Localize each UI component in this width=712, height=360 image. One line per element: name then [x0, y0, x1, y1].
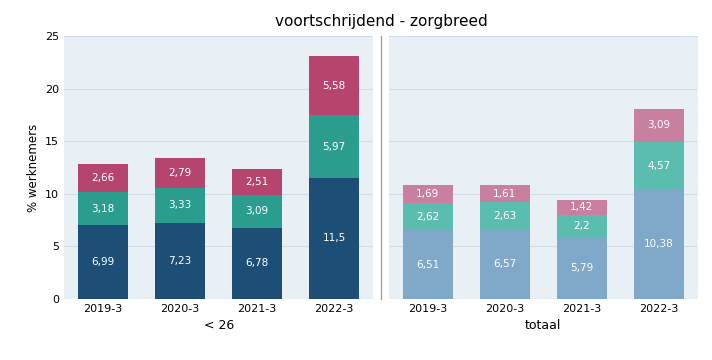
Bar [403, 203, 453, 230]
Text: 2,63: 2,63 [493, 211, 516, 221]
Bar [403, 185, 453, 203]
Text: 5,97: 5,97 [323, 141, 346, 152]
X-axis label: totaal: totaal [525, 319, 561, 332]
Text: 2,2: 2,2 [573, 221, 590, 231]
Text: 1,61: 1,61 [493, 189, 516, 199]
Bar [634, 190, 684, 299]
Bar [403, 230, 453, 299]
Text: 3,33: 3,33 [169, 200, 192, 210]
Text: 5,58: 5,58 [323, 81, 346, 91]
Text: 3,09: 3,09 [647, 120, 670, 130]
Text: 10,38: 10,38 [644, 239, 674, 249]
Bar [557, 238, 607, 299]
Bar [78, 225, 128, 299]
Text: 3,18: 3,18 [92, 204, 115, 213]
Text: 3,09: 3,09 [246, 206, 268, 216]
Bar [309, 115, 359, 178]
Bar [480, 202, 530, 230]
Text: 6,51: 6,51 [416, 260, 439, 270]
Bar [634, 141, 684, 190]
Bar [155, 188, 205, 223]
Bar [480, 185, 530, 202]
Y-axis label: % werknemers: % werknemers [26, 123, 40, 212]
Text: 6,99: 6,99 [92, 257, 115, 267]
Bar [480, 230, 530, 299]
Text: 1,42: 1,42 [570, 202, 593, 212]
Bar [557, 200, 607, 215]
Bar [634, 109, 684, 141]
Bar [557, 215, 607, 238]
Text: 6,78: 6,78 [246, 258, 268, 268]
Text: 6,57: 6,57 [493, 259, 516, 269]
Bar [309, 57, 359, 115]
Bar [232, 228, 282, 299]
Bar [78, 192, 128, 225]
Bar [155, 223, 205, 299]
Text: 4,57: 4,57 [647, 161, 670, 171]
Bar [78, 164, 128, 192]
Text: 2,79: 2,79 [169, 168, 192, 178]
Bar [232, 195, 282, 228]
Bar [309, 178, 359, 299]
Text: 2,51: 2,51 [246, 177, 268, 187]
Text: voortschrijdend - zorgbreed: voortschrijdend - zorgbreed [275, 14, 487, 30]
Bar [232, 169, 282, 195]
X-axis label: < 26: < 26 [204, 319, 234, 332]
Text: 5,79: 5,79 [570, 264, 593, 273]
Text: 1,69: 1,69 [416, 189, 439, 199]
Bar [155, 158, 205, 188]
Text: 2,62: 2,62 [416, 212, 439, 222]
Text: 2,66: 2,66 [92, 173, 115, 183]
Text: 7,23: 7,23 [169, 256, 192, 266]
Text: 11,5: 11,5 [323, 233, 346, 243]
